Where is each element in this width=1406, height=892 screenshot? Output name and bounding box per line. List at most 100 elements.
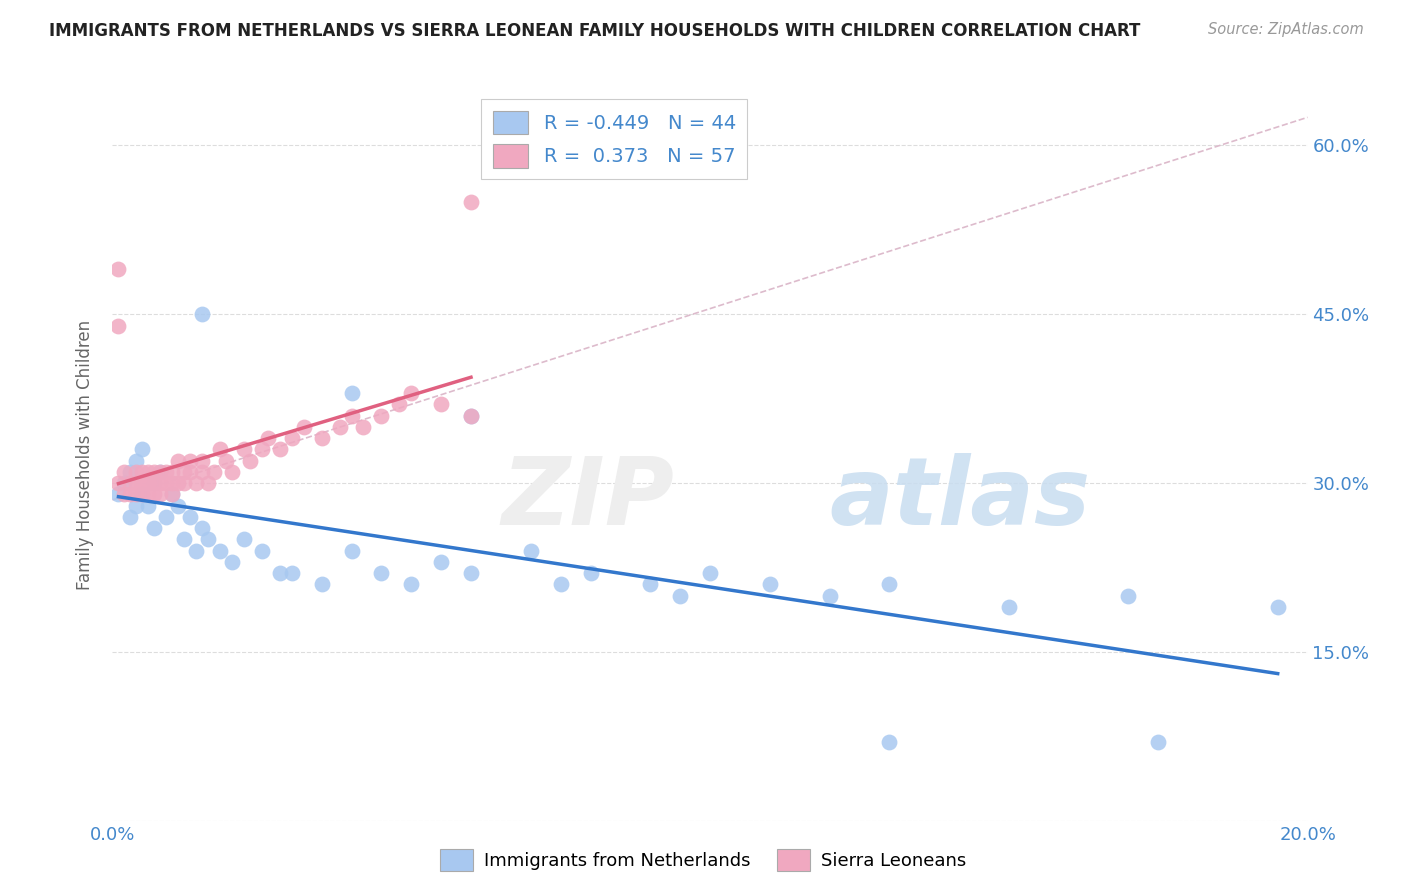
Point <box>149 476 172 491</box>
Point <box>120 487 142 501</box>
Point <box>173 476 195 491</box>
Point <box>340 543 363 558</box>
Point <box>143 521 166 535</box>
Point <box>107 318 129 333</box>
Point <box>173 465 195 479</box>
Point <box>257 431 280 445</box>
Point <box>179 509 201 524</box>
Point <box>233 442 256 457</box>
Point <box>401 577 423 591</box>
Point <box>120 509 142 524</box>
Point <box>114 487 135 501</box>
Point <box>114 465 135 479</box>
Point <box>179 465 201 479</box>
Point <box>209 543 232 558</box>
Point <box>167 499 190 513</box>
Point <box>269 566 291 580</box>
Point <box>125 499 148 513</box>
Point <box>311 577 333 591</box>
Legend: R = -0.449   N = 44, R =  0.373   N = 57: R = -0.449 N = 44, R = 0.373 N = 57 <box>481 99 748 179</box>
Point <box>370 566 392 580</box>
Point <box>107 262 129 277</box>
Point <box>269 442 291 457</box>
Point <box>138 476 160 491</box>
Point <box>131 487 153 501</box>
Point <box>292 419 315 434</box>
Point <box>579 566 602 580</box>
Point <box>191 465 214 479</box>
Point <box>818 589 841 603</box>
Point <box>191 453 214 467</box>
Point <box>329 419 352 434</box>
Point <box>281 431 304 445</box>
Point <box>340 409 363 423</box>
Point <box>197 476 219 491</box>
Text: ZIP: ZIP <box>502 453 675 545</box>
Point <box>186 543 208 558</box>
Point <box>520 543 543 558</box>
Point <box>138 499 160 513</box>
Point <box>125 476 148 491</box>
Point <box>138 476 160 491</box>
Point <box>998 599 1021 614</box>
Point <box>191 521 214 535</box>
Point <box>191 307 214 321</box>
Point <box>1147 735 1170 749</box>
Point <box>167 453 190 467</box>
Point <box>370 409 392 423</box>
Point <box>197 533 219 547</box>
Point <box>233 533 256 547</box>
Point <box>250 543 273 558</box>
Point <box>125 465 148 479</box>
Point <box>759 577 782 591</box>
Point <box>460 409 482 423</box>
Text: IMMIGRANTS FROM NETHERLANDS VS SIERRA LEONEAN FAMILY HOUSEHOLDS WITH CHILDREN CO: IMMIGRANTS FROM NETHERLANDS VS SIERRA LE… <box>49 22 1140 40</box>
Point <box>250 442 273 457</box>
Point <box>131 476 153 491</box>
Point <box>125 453 148 467</box>
Point <box>311 431 333 445</box>
Point <box>173 533 195 547</box>
Point <box>162 476 183 491</box>
Point <box>186 476 208 491</box>
Point <box>155 476 177 491</box>
Point <box>460 409 482 423</box>
Point <box>460 194 482 209</box>
Point <box>138 465 160 479</box>
Point <box>221 555 243 569</box>
Point <box>460 566 482 580</box>
Point <box>167 476 190 491</box>
Point <box>149 465 172 479</box>
Point <box>149 487 172 501</box>
Legend: Immigrants from Netherlands, Sierra Leoneans: Immigrants from Netherlands, Sierra Leon… <box>433 842 973 879</box>
Point <box>388 397 411 411</box>
Point <box>138 487 160 501</box>
Point <box>179 453 201 467</box>
Point <box>550 577 572 591</box>
Point <box>401 386 423 401</box>
Point <box>155 465 177 479</box>
Point <box>669 589 692 603</box>
Point <box>120 476 142 491</box>
Point <box>281 566 304 580</box>
Point <box>209 442 232 457</box>
Point <box>120 465 142 479</box>
Point <box>149 465 172 479</box>
Point <box>114 476 135 491</box>
Point <box>221 465 243 479</box>
Point <box>215 453 238 467</box>
Point <box>131 476 153 491</box>
Point <box>125 487 148 501</box>
Point <box>162 465 183 479</box>
Point <box>143 487 166 501</box>
Point <box>340 386 363 401</box>
Point <box>131 465 153 479</box>
Point <box>202 465 225 479</box>
Point <box>430 555 453 569</box>
Point <box>107 476 129 491</box>
Point <box>143 476 166 491</box>
Point <box>131 487 153 501</box>
Point <box>239 453 262 467</box>
Point <box>143 476 166 491</box>
Text: atlas: atlas <box>830 453 1091 545</box>
